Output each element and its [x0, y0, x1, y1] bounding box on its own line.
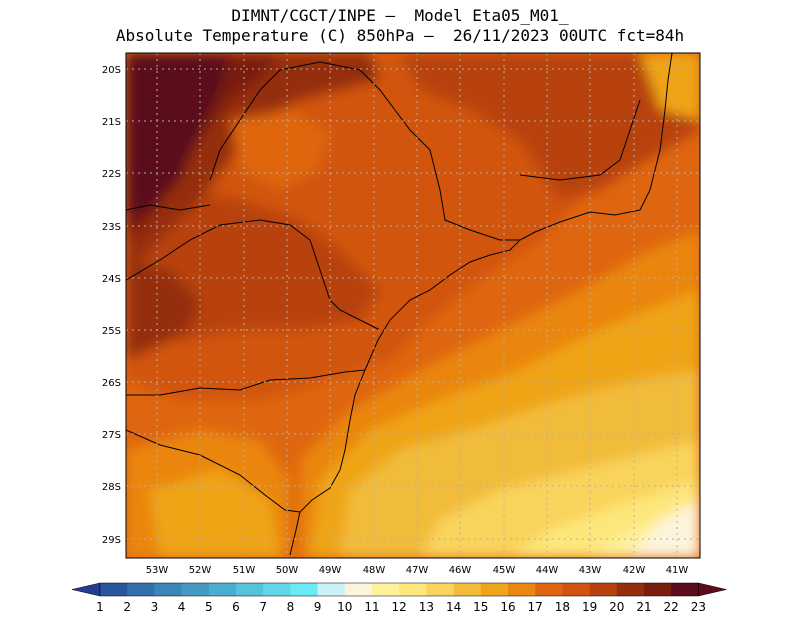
field-zone-21b [126, 260, 200, 360]
colorbar-label: 23 [691, 600, 706, 614]
coastlines-borders [126, 53, 673, 556]
lon-label: 48W [363, 565, 386, 576]
state-border-3 [126, 219, 381, 331]
lon-label: 52W [189, 565, 212, 576]
field-zone-23 [126, 53, 230, 220]
colorbar-swatch [508, 583, 536, 596]
lon-label: 51W [233, 565, 256, 576]
colorbar-swatch [263, 583, 291, 596]
colorbar-label: 2 [123, 600, 131, 614]
colorbar-label: 11 [364, 600, 379, 614]
colorbar-label: 3 [151, 600, 159, 614]
colorbar-outline [99, 582, 699, 597]
colorbar-label: 16 [500, 600, 515, 614]
lon-label: 46W [449, 565, 472, 576]
state-border-4 [209, 61, 520, 241]
colorbar-swatch [535, 583, 563, 596]
colorbar-swatch [562, 583, 590, 596]
colorbar-label: 13 [419, 600, 434, 614]
colorbar-swatch [208, 583, 237, 596]
lat-label: 22S [102, 169, 121, 180]
colorbar-label: 8 [287, 600, 295, 614]
lat-label: 29S [102, 535, 121, 546]
colorbar-label: 12 [392, 600, 407, 614]
lon-label: 49W [319, 565, 342, 576]
colorbar-label: 15 [473, 600, 488, 614]
colorbar-label: 9 [314, 600, 322, 614]
field-zone-20 [126, 53, 700, 200]
colorbar-label: 22 [664, 600, 679, 614]
state-border-2 [126, 429, 301, 513]
lat-label: 28S [102, 482, 121, 493]
colorbar-swatch [426, 583, 454, 596]
colorbar: 1 2 3 4 5 6 7 8 9 10 11 12 13 14 15 16 17 18 19 20 21 22 23 [71, 582, 727, 614]
lon-label: 42W [623, 565, 646, 576]
field-zone-16-ne [640, 53, 700, 120]
lon-label: 53W [146, 565, 169, 576]
colorbar-swatch [181, 583, 210, 596]
colorbar-swatch [344, 583, 373, 596]
lat-label: 21S [102, 117, 121, 128]
colorbar-label: 18 [555, 600, 570, 614]
colorbar-swatch [616, 583, 645, 596]
lat-label: 26S [102, 378, 121, 389]
colorbar-swatch [399, 583, 427, 596]
colorbar-swatch [317, 583, 346, 596]
colorbar-swatch [372, 583, 400, 596]
colorbar-label: 6 [232, 600, 240, 614]
field-zone-light [230, 110, 330, 190]
lat-label: 24S [102, 274, 121, 285]
lat-label: 27S [102, 430, 121, 441]
colorbar-swatch [127, 583, 155, 596]
colorbar-label: 17 [528, 600, 543, 614]
lon-label: 44W [536, 565, 559, 576]
colorbar-label: 1 [96, 600, 104, 614]
lat-axis: 20S 21S 22S 23S 24S 25S 26S 27S 28S 29S [102, 65, 121, 546]
colorbar-swatch [236, 583, 264, 596]
graticule [126, 53, 700, 558]
colorbar-swatch [453, 583, 482, 596]
colorbar-label: 10 [337, 600, 352, 614]
colorbar-label: 5 [205, 600, 213, 614]
lon-label: 50W [276, 565, 299, 576]
colorbar-swatch [644, 583, 672, 596]
lon-label: 43W [579, 565, 602, 576]
colorbar-label: 4 [178, 600, 186, 614]
map-frame [125, 52, 701, 559]
colorbar-right-arrow [698, 582, 727, 597]
colorbar-swatch [290, 583, 318, 596]
colorbar-label: 19 [582, 600, 597, 614]
lat-label: 25S [102, 326, 121, 337]
colorbar-swatch [480, 583, 509, 596]
field-zone-16-sw [150, 470, 280, 558]
colorbar-label: 21 [636, 600, 651, 614]
field-zone-11 [630, 500, 700, 558]
colorbar-label: 20 [609, 600, 624, 614]
lat-label: 23S [102, 222, 121, 233]
colorbar-swatch [100, 583, 128, 596]
temperature-field [126, 53, 700, 558]
colorbar-label: 7 [259, 600, 267, 614]
colorbar-left-arrow [71, 582, 101, 597]
lon-label: 45W [493, 565, 516, 576]
state-border-1 [126, 369, 366, 396]
colorbar-swatch [671, 583, 699, 596]
state-border-6 [126, 204, 211, 211]
coastline [289, 53, 673, 556]
lat-label: 20S [102, 65, 121, 76]
colorbar-swatch [154, 583, 182, 596]
state-border-5 [519, 99, 641, 181]
colorbar-label: 14 [446, 600, 461, 614]
colorbar-swatch [589, 583, 618, 596]
lon-axis: 53W 52W 51W 50W 49W 48W 47W 46W 45W 44W … [146, 565, 689, 576]
chart-title-line1: DIMNT/CGCT/INPE – Model Eta05_M01_ [231, 6, 569, 25]
chart-title-line2: Absolute Temperature (C) 850hPa – 26/11/… [115, 26, 685, 45]
lon-label: 41W [666, 565, 689, 576]
lon-label: 47W [406, 565, 429, 576]
